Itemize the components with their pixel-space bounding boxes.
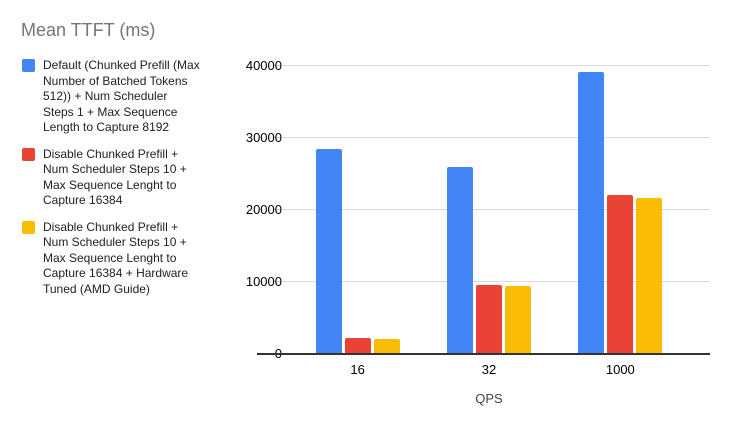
- bar-group-qps-32: [423, 166, 554, 353]
- gridline: [268, 137, 710, 138]
- bar: [607, 195, 634, 353]
- chart-title: Mean TTFT (ms): [21, 20, 156, 40]
- bar: [475, 285, 502, 353]
- y-axis-tick-label: 10000: [245, 274, 282, 289]
- bar: [446, 166, 473, 353]
- bar: [373, 338, 400, 353]
- legend-item: Disable Chunked Prefill + Num Scheduler …: [22, 220, 200, 298]
- bar: [344, 337, 371, 353]
- legend-item: Default (Chunked Prefill (Max Number of …: [22, 58, 200, 136]
- legend-swatch-icon: [22, 147, 35, 161]
- gridline: [268, 65, 710, 66]
- gridline: [268, 209, 710, 210]
- legend-swatch-icon: [22, 59, 35, 72]
- legend-item: Disable Chunked Prefill + Num Scheduler …: [22, 147, 200, 209]
- bar: [578, 72, 605, 353]
- legend-swatch-icon: [22, 220, 35, 234]
- bar-group-qps-16: [292, 149, 423, 353]
- legend-label: Default (Chunked Prefill (Max Number of …: [43, 58, 200, 134]
- y-axis-tick-label: 30000: [245, 130, 282, 145]
- x-axis-tick-label: 16: [350, 362, 365, 377]
- x-axis-tick-label: 32: [481, 362, 497, 377]
- plot-area: [292, 65, 686, 353]
- legend-label: Disable Chunked Prefill + Num Scheduler …: [43, 146, 187, 208]
- bar: [636, 198, 663, 353]
- x-axis-title: QPS: [475, 391, 503, 406]
- legend: Default (Chunked Prefill (Max Number of …: [22, 58, 200, 308]
- bar: [504, 286, 531, 353]
- x-axis-tick-label: 1000: [605, 362, 635, 377]
- legend-label: Disable Chunked Prefill + Num Scheduler …: [43, 219, 189, 296]
- bar-group-qps-1000: [555, 72, 686, 353]
- bar: [315, 149, 342, 353]
- y-axis-tick-label: 20000: [245, 202, 282, 217]
- y-axis-tick-label: 40000: [245, 58, 282, 73]
- gridline: [268, 281, 710, 282]
- x-axis-line: [257, 353, 710, 355]
